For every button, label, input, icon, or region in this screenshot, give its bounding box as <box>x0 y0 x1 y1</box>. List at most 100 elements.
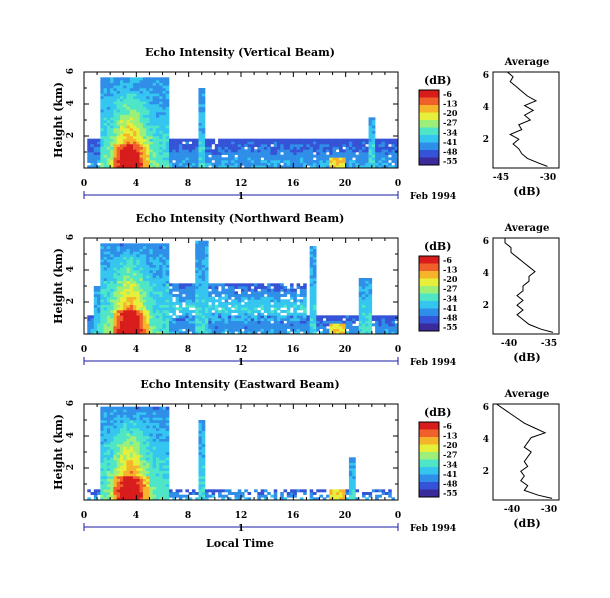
heatmap-cell <box>106 478 111 482</box>
heatmap-cell <box>250 154 255 158</box>
heatmap-cell <box>335 152 340 155</box>
heatmap-cell <box>201 462 206 466</box>
heatmap-cell <box>139 478 144 482</box>
heatmap-cell <box>162 291 167 295</box>
heatmap-cell <box>227 286 232 289</box>
colorbar-tick-label: -34 <box>443 127 458 137</box>
heatmap-cell <box>208 294 212 297</box>
heatmap-cell <box>113 109 118 113</box>
heatmap-cell <box>155 130 160 134</box>
colorbar-label: (dB) <box>424 406 451 419</box>
heatmap-cell <box>358 141 363 145</box>
heatmap-cell <box>103 320 108 324</box>
heatmap-cell <box>106 130 111 134</box>
heatmap-cell <box>133 106 137 110</box>
heatmap-cell <box>119 270 124 273</box>
heatmap-cell <box>149 278 153 281</box>
heatmap-cell <box>312 304 317 308</box>
heatmap-cell <box>254 157 258 161</box>
heatmap-cell <box>293 160 297 163</box>
heatmap-cell <box>296 160 301 163</box>
heatmap-cell <box>110 460 114 463</box>
heatmap-cell <box>352 165 356 169</box>
heatmap-cell <box>260 323 265 327</box>
heatmap-cell <box>234 152 239 155</box>
heatmap-cell <box>159 312 163 316</box>
heatmap-cell <box>231 152 235 155</box>
heatmap-cell <box>205 286 209 289</box>
heatmap-cell <box>198 130 203 134</box>
heatmap-cell <box>119 438 124 442</box>
heatmap-cell <box>309 489 314 493</box>
heatmap-cell <box>352 478 356 482</box>
heatmap-cell <box>296 283 301 287</box>
heatmap-cell <box>106 136 111 139</box>
heatmap-cell <box>106 473 111 477</box>
heatmap-cell <box>221 494 225 498</box>
heatmap-cell <box>342 149 346 153</box>
heatmap-cell <box>116 294 121 297</box>
heatmap-cell <box>152 428 157 431</box>
heatmap-cell <box>123 251 127 255</box>
heatmap-cell <box>103 157 108 161</box>
heatmap-cell <box>263 162 268 166</box>
heatmap-cell <box>165 331 170 335</box>
day-axis <box>83 523 399 531</box>
heatmap-cell <box>133 98 137 102</box>
heatmap-cell <box>123 481 127 485</box>
heatmap-cell <box>312 272 317 276</box>
heatmap-cell <box>191 154 196 158</box>
colorbar-swatch <box>419 482 439 490</box>
heatmap-cell <box>149 262 153 265</box>
heatmap-cell <box>152 326 157 329</box>
heatmap-cell <box>155 109 160 113</box>
heatmap-cell <box>155 80 160 83</box>
heatmap-cell <box>87 323 91 327</box>
heatmap-cell <box>152 114 157 118</box>
heatmap-cell <box>119 409 124 413</box>
heatmap-cell <box>244 160 248 163</box>
heatmap-cell <box>110 468 114 471</box>
day-marker: 1 <box>238 524 244 534</box>
heatmap-cell <box>136 120 140 123</box>
heatmap-cell <box>126 125 131 129</box>
heatmap-cell <box>126 326 131 329</box>
heatmap-cell <box>90 149 95 153</box>
heatmap-cell <box>93 165 98 169</box>
heatmap-cell <box>169 331 173 335</box>
heatmap-cell <box>146 484 150 487</box>
heatmap-cell <box>214 326 219 329</box>
heatmap-cell <box>205 272 209 276</box>
heatmap-cell <box>273 492 278 495</box>
heatmap-cell <box>103 312 108 316</box>
heatmap-cell <box>133 85 137 89</box>
heatmap-cell <box>106 85 111 89</box>
heatmap-cell <box>106 312 111 316</box>
heatmap-cell <box>162 420 167 423</box>
heatmap-cell <box>149 310 153 313</box>
heatmap-cell <box>139 484 144 487</box>
heatmap-cell <box>142 468 147 471</box>
heatmap-cell <box>375 320 379 324</box>
heatmap-cell <box>159 310 163 313</box>
heatmap-cell <box>270 283 275 287</box>
heatmap-cell <box>312 154 317 158</box>
heatmap-cell <box>155 430 160 434</box>
heatmap-cell <box>162 254 167 257</box>
heatmap-cell <box>312 256 317 260</box>
heatmap-cell <box>348 492 353 495</box>
heatmap-cell <box>286 494 291 498</box>
heatmap-cell <box>195 138 199 142</box>
heatmap-cell <box>146 96 150 99</box>
heatmap-cell <box>162 430 167 434</box>
heatmap-cell <box>244 326 248 329</box>
colorbar-swatch <box>419 429 439 438</box>
heatmap-cell <box>185 494 189 498</box>
heatmap-cell <box>188 310 193 313</box>
heatmap-cell <box>201 444 206 447</box>
heatmap-cell <box>106 457 111 461</box>
heatmap-cell <box>198 128 203 131</box>
heatmap-cell <box>195 246 199 249</box>
heatmap-cell <box>362 310 366 313</box>
heatmap-cell <box>244 154 248 158</box>
